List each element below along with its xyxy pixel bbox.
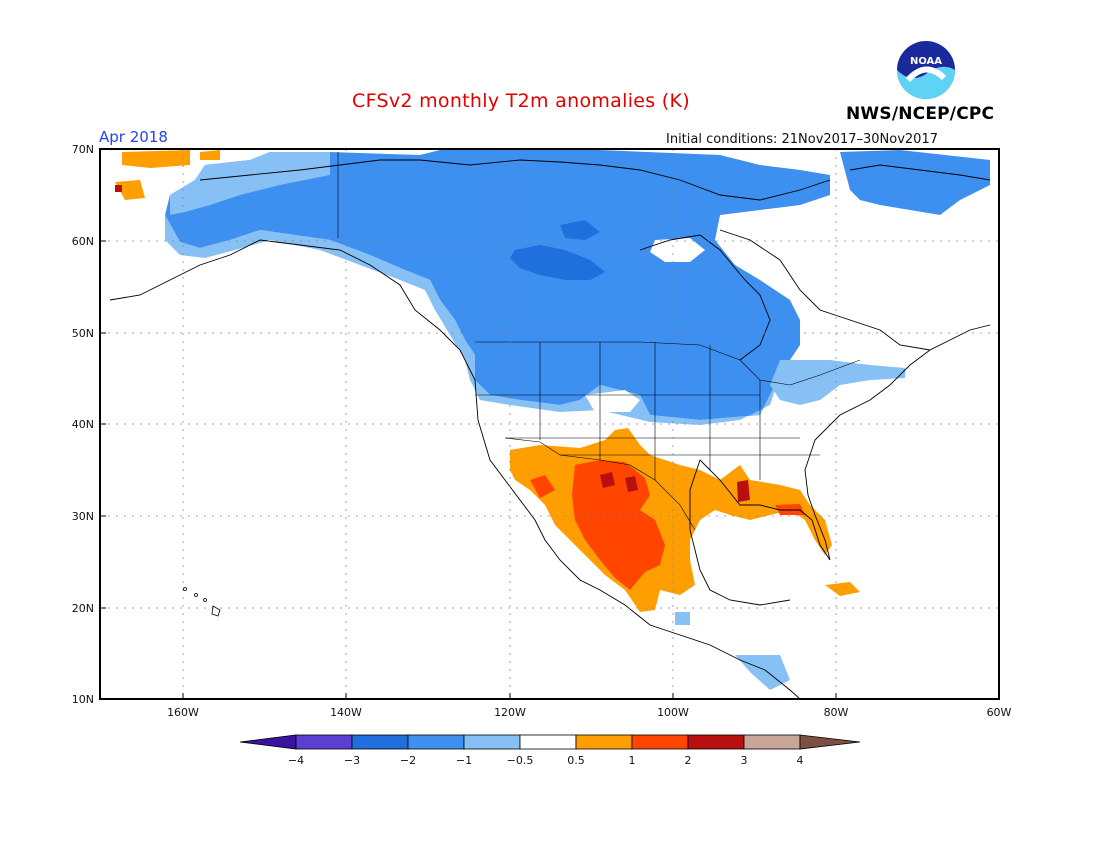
colorbar: −4 −3 −2 −1 −0.5 0.5 1 2 3 4	[239, 734, 861, 767]
very-hot-spot-4	[115, 185, 122, 192]
colorbar-label: −1	[456, 754, 472, 767]
anomaly-fields	[115, 150, 990, 690]
very-cold-patch-2	[560, 220, 600, 240]
chart-title: CFSv2 monthly T2m anomalies (K)	[352, 90, 690, 112]
gridlines	[100, 149, 999, 699]
colorbar-low-arrow	[239, 734, 297, 750]
colorbar-bin	[631, 734, 689, 750]
longitude-axis: 160W 140W 120W 100W 80W 60W	[167, 693, 1012, 719]
warm-anomaly-cuba	[825, 582, 860, 596]
border-us-canada	[475, 341, 861, 386]
svg-text:100W: 100W	[657, 706, 689, 719]
lon-tick-120w: 120W	[494, 693, 526, 719]
neutral-patch-hudson	[650, 238, 705, 262]
colorbar-bin	[687, 734, 745, 750]
very-cold-core	[510, 245, 605, 280]
colorbar-bin	[351, 734, 409, 750]
colorbar-high-arrow	[799, 734, 861, 750]
hot-anomaly-baja	[530, 475, 555, 498]
very-hot-spot-1	[600, 472, 615, 488]
colorbar-bin	[575, 734, 633, 750]
warm-anomaly-alaska-3	[115, 180, 145, 200]
colorbar-label: −4	[288, 754, 304, 767]
neutral-patch-pacific	[585, 390, 640, 412]
initial-conditions-label: Initial conditions: 21Nov2017–30Nov2017	[666, 132, 938, 147]
hot-anomaly-core	[572, 460, 665, 590]
svg-text:160W: 160W	[167, 706, 199, 719]
coastline-hudson	[639, 234, 771, 361]
svg-text:120W: 120W	[494, 706, 526, 719]
lat-tick-70n: 70N	[72, 143, 106, 156]
light-cold-northwest	[170, 152, 330, 215]
political-boundaries	[337, 152, 861, 531]
colorbar-bin	[463, 734, 521, 750]
warm-anomaly-alaska-2	[200, 150, 220, 160]
lat-tick-20n: 20N	[72, 602, 106, 615]
colorbar-label: −0.5	[507, 754, 534, 767]
cold-anomaly-region	[165, 150, 830, 420]
colorbar-label: 2	[685, 754, 692, 767]
lon-tick-80w: 80W	[824, 693, 849, 719]
lat-tick-30n: 30N	[72, 510, 106, 523]
colorbar-label: 1	[629, 754, 636, 767]
colorbar-label: −2	[400, 754, 416, 767]
coastline-alaska-pacific	[109, 239, 801, 699]
lat-tick-60n: 60N	[72, 235, 106, 248]
hawaii-islands	[183, 587, 221, 617]
valid-month-label: Apr 2018	[99, 128, 168, 146]
light-cold-margin-west	[165, 215, 780, 425]
lat-tick-50n: 50N	[72, 327, 106, 340]
lon-tick-60w: 60W	[987, 693, 1012, 719]
svg-text:70N: 70N	[72, 143, 94, 156]
coastline-greenland	[849, 164, 991, 181]
lat-tick-10n: 10N	[72, 693, 106, 706]
agency-label: NWS/NCEP/CPC	[846, 104, 995, 124]
svg-text:30N: 30N	[72, 510, 94, 523]
hot-anomaly-gulf	[775, 504, 805, 515]
warm-anomaly-alaska	[122, 150, 190, 168]
svg-text:140W: 140W	[330, 706, 362, 719]
colorbar-label: 4	[797, 754, 804, 767]
colorbar-bin	[519, 734, 577, 750]
colorbar-label: 3	[741, 754, 748, 767]
very-hot-spot-2	[625, 476, 638, 492]
noaa-logo-text: NOAA	[910, 56, 942, 67]
lat-tick-40n: 40N	[72, 418, 106, 431]
coastline-gulf	[699, 324, 991, 561]
noaa-logo-icon: NOAA	[897, 41, 955, 99]
very-hot-spot-3	[737, 480, 750, 502]
colorbar-label: 0.5	[567, 754, 585, 767]
light-cold-patch-2	[675, 612, 690, 625]
lon-tick-140w: 140W	[330, 693, 362, 719]
latitude-axis: 70N 60N 50N 40N 30N 20N 10N	[72, 143, 106, 706]
lon-tick-100w: 100W	[657, 693, 689, 719]
svg-text:60N: 60N	[72, 235, 94, 248]
colorbar-label: −3	[344, 754, 360, 767]
cold-anomaly-east-band	[770, 360, 905, 405]
colorbar-bin	[295, 734, 353, 750]
coastline-mexico-gulf	[689, 459, 791, 606]
lon-tick-160w: 160W	[167, 693, 199, 719]
colorbar-bin	[407, 734, 465, 750]
svg-text:50N: 50N	[72, 327, 94, 340]
svg-text:40N: 40N	[72, 418, 94, 431]
svg-text:10N: 10N	[72, 693, 94, 706]
svg-text:80W: 80W	[824, 706, 849, 719]
border-us-mexico	[504, 437, 696, 531]
colorbar-bin	[743, 734, 801, 750]
coastline-arctic	[199, 159, 831, 201]
cold-anomaly-greenland-edge	[840, 150, 990, 215]
svg-text:20N: 20N	[72, 602, 94, 615]
svg-text:60W: 60W	[987, 706, 1012, 719]
coastline-labrador	[719, 229, 931, 351]
coastlines	[109, 159, 991, 699]
